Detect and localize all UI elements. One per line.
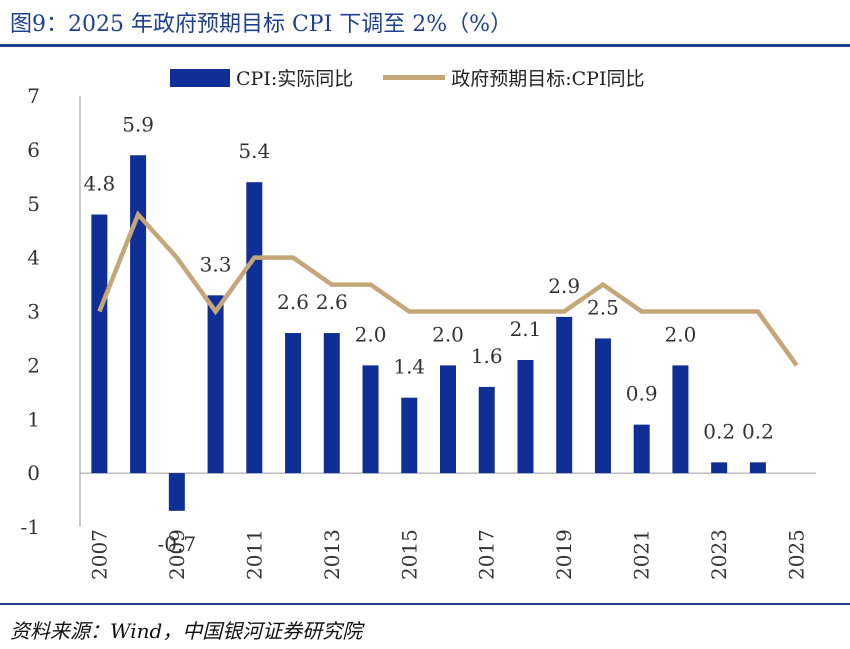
cpi-bar: [749, 462, 766, 474]
source-rule: [0, 603, 850, 605]
bar-data-label: 0.2: [703, 419, 735, 443]
y-tick-label: 5: [27, 192, 40, 216]
x-tick-label: 2009: [165, 529, 189, 580]
cpi-bar: [207, 295, 224, 474]
target-cpi-line: [97, 210, 799, 367]
y-tick-label: 4: [27, 246, 40, 270]
legend-bar-label: CPI:实际同比: [236, 68, 354, 90]
bar-data-label: 1.6: [471, 344, 503, 368]
title-rule: [0, 44, 850, 47]
y-tick-label: 2: [27, 353, 40, 377]
bar-data-label: 3.3: [200, 252, 232, 276]
legend-line-label: 政府预期目标:CPI同比: [451, 68, 645, 90]
bar-data-label: 0.2: [742, 419, 774, 443]
bar-data-label: 2.1: [510, 317, 542, 341]
cpi-bar: [285, 333, 302, 474]
x-tick-label: 2007: [87, 529, 111, 580]
bar-data-label: 2.9: [548, 274, 580, 298]
cpi-bar: [91, 214, 108, 474]
bar-data-label: 2.0: [665, 322, 697, 346]
legend-line-swatch: [383, 75, 446, 80]
chart-legend: CPI:实际同比 政府预期目标:CPI同比: [170, 64, 644, 91]
cpi-bar: [711, 462, 728, 474]
x-tick-label: 2021: [630, 529, 654, 580]
y-tick-label: 7: [27, 84, 40, 108]
cpi-bar: [478, 386, 495, 474]
bar-data-label: 1.4: [393, 355, 425, 379]
y-tick-label: -1: [21, 515, 40, 539]
bar-data-label: 2.6: [277, 290, 309, 314]
x-tick-label: 2013: [320, 529, 344, 580]
x-tick-label: 2015: [397, 529, 421, 580]
bar-data-label: 2.6: [316, 290, 348, 314]
legend-bar-swatch: [170, 68, 230, 87]
cpi-bar: [672, 365, 689, 474]
cpi-bar: [633, 424, 650, 474]
x-tick-label: 2017: [475, 529, 499, 580]
cpi-bar: [401, 397, 418, 474]
cpi-bar: [556, 316, 573, 474]
bar-data-label: 2.0: [355, 322, 387, 346]
cpi-bar: [440, 365, 456, 474]
bar-data-label: 5.9: [122, 112, 154, 136]
cpi-bar: [362, 365, 379, 474]
source-note: 资料来源：Wind，中国银河证券研究院: [10, 619, 363, 643]
x-tick-label: 2023: [707, 529, 731, 580]
bar-data-label: 0.9: [626, 382, 658, 406]
y-tick-label: 1: [27, 407, 40, 431]
cpi-bar: [594, 338, 611, 474]
cpi-bar: [130, 155, 147, 474]
y-tick-label: 6: [27, 138, 40, 162]
x-tick-label: 2011: [242, 529, 266, 580]
bar-data-label: 2.0: [432, 322, 464, 346]
bar-data-label: -0.7: [158, 532, 197, 556]
x-tick-label: 2019: [552, 529, 576, 580]
y-tick-label: 3: [27, 300, 40, 324]
y-tick-label: 0: [27, 461, 40, 485]
cpi-bar: [246, 182, 263, 474]
x-tick-label: 2025: [785, 529, 809, 580]
cpi-bar: [323, 333, 340, 474]
bar-data-label: 5.4: [238, 139, 270, 163]
figure-title: 图9：2025 年政府预期目标 CPI 下调至 2%（%）: [10, 12, 513, 37]
cpi-bar: [517, 359, 534, 474]
cpi-bar: [168, 473, 185, 511]
bar-data-label: 2.5: [587, 295, 619, 319]
bar-data-label: 4.8: [83, 172, 115, 196]
